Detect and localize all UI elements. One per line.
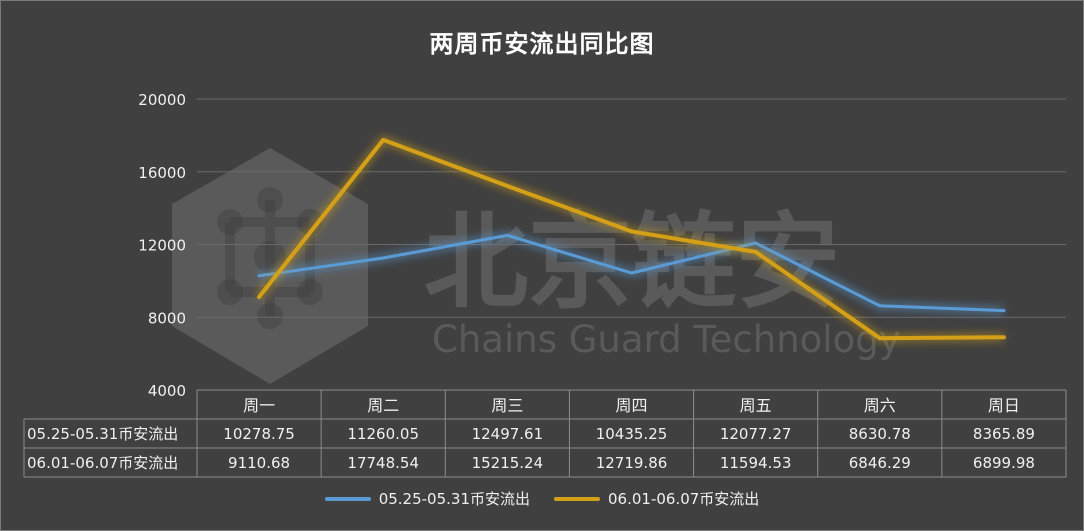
- chart-title: 两周币安流出同比图: [429, 30, 655, 58]
- data-point: [381, 256, 385, 260]
- legend: 05.25-05.31币安流出 06.01-06.07币安流出: [0, 488, 1084, 509]
- table-cell-value: 12077.27: [720, 425, 792, 443]
- table-cell-value: 17748.54: [347, 454, 419, 472]
- data-point: [754, 241, 758, 245]
- y-axis-ticks: 4000 8000 12000 16000 20000: [138, 91, 186, 400]
- data-point: [630, 271, 633, 275]
- legend-swatch-1: [324, 496, 371, 501]
- data-point: [878, 304, 882, 308]
- table-cell-value: 6846.29: [849, 454, 911, 472]
- category-label: 周四: [615, 396, 647, 415]
- legend-item-1[interactable]: 05.25-05.31币安流出: [324, 488, 530, 509]
- table-cell-value: 12497.61: [472, 425, 544, 443]
- watermark: 北京链安 Chains Guard Technology: [172, 148, 901, 384]
- data-point: [1002, 335, 1006, 339]
- data-point: [1002, 309, 1006, 313]
- category-label: 周日: [988, 396, 1020, 415]
- data-table: 周一 周二 周三 周四 周五 周六 周日 05.25-05.31币安流出 10278.75 112…: [23, 389, 1067, 478]
- table-cell-value: 12719.86: [596, 454, 668, 472]
- table-cell-value: 6899.98: [973, 454, 1035, 472]
- data-point: [878, 336, 882, 340]
- y-tick-label: 16000: [138, 164, 186, 182]
- legend-item-2[interactable]: 06.01-06.07币安流出: [554, 488, 759, 509]
- y-tick-label: 4000: [148, 382, 186, 400]
- table-cell-value: 10278.75: [223, 425, 295, 443]
- data-point: [257, 295, 261, 299]
- legend-label-1: 05.25-05.31币安流出: [378, 490, 530, 508]
- category-label: 周五: [740, 396, 772, 415]
- data-point: [630, 229, 633, 233]
- legend-swatch-2: [554, 496, 600, 501]
- table-row-label: 06.01-06.07币安流出: [27, 454, 178, 472]
- category-label: 周三: [491, 396, 523, 415]
- data-point: [505, 233, 509, 237]
- category-label: 周二: [367, 396, 399, 415]
- category-label: 周六: [864, 396, 896, 415]
- table-cell-value: 9110.68: [228, 454, 290, 472]
- y-tick-label: 20000: [138, 91, 186, 109]
- data-point: [257, 274, 261, 278]
- table-row-label: 05.25-05.31币安流出: [27, 425, 178, 443]
- table-cell-value: 15215.24: [472, 454, 544, 472]
- table-cell-value: 11594.53: [720, 454, 792, 472]
- table-cell-value: 11260.05: [347, 425, 419, 443]
- watermark-en: Chains Guard Technology: [432, 318, 901, 361]
- category-label: 周一: [243, 396, 275, 415]
- y-tick-label: 12000: [138, 237, 186, 255]
- y-tick-label: 8000: [148, 309, 186, 327]
- series: [255, 135, 1006, 343]
- data-point: [754, 250, 758, 254]
- table-cell-value: 8365.89: [973, 425, 1035, 443]
- watermark-logo-icon: [172, 148, 368, 384]
- table-cell-value: 10435.25: [596, 425, 668, 443]
- data-point: [505, 184, 509, 188]
- legend-label-2: 06.01-06.07币安流出: [608, 490, 760, 508]
- table-cell-value: 8630.78: [849, 425, 911, 443]
- grid: [197, 98, 1066, 318]
- data-point: [381, 138, 385, 142]
